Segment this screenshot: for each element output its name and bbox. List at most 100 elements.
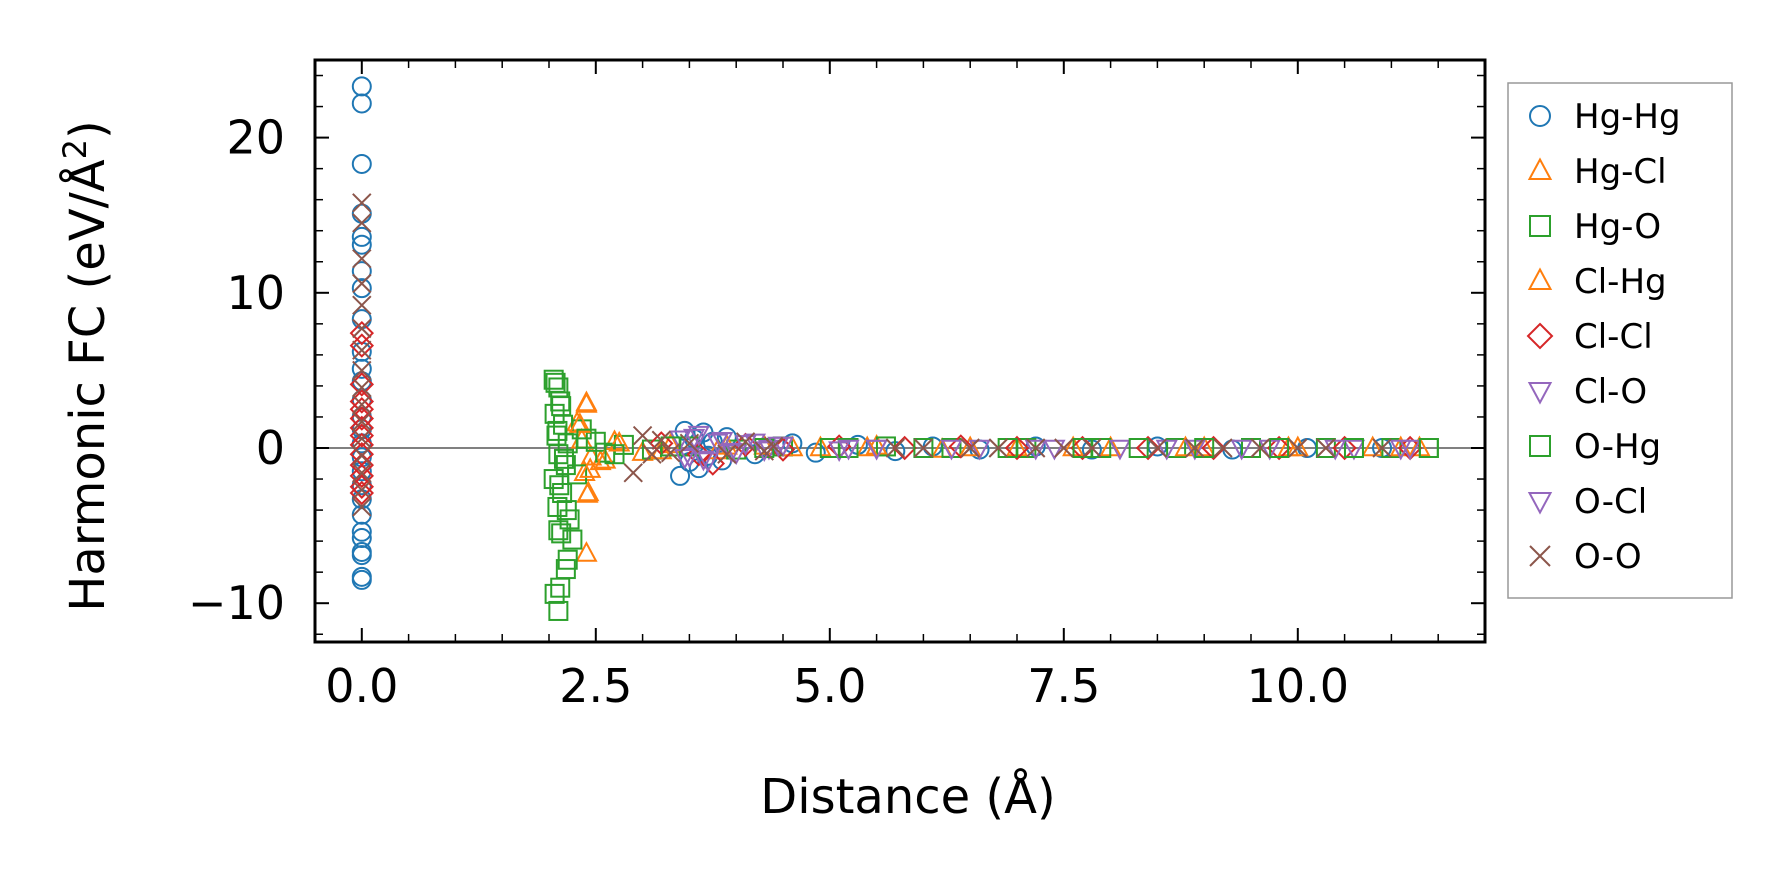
point-o-cl-2 bbox=[692, 450, 715, 472]
legend-label: O-O bbox=[1574, 537, 1642, 577]
legend-item: Cl-O bbox=[1527, 372, 1647, 412]
point-o-cl-1 bbox=[682, 428, 706, 450]
point-hg-hg-5 bbox=[351, 234, 372, 255]
point-o-hg-4 bbox=[549, 475, 570, 496]
point-o-o-21 bbox=[679, 433, 700, 454]
point-cl-cl-0 bbox=[349, 320, 375, 346]
point-hg-hg-21 bbox=[351, 521, 372, 542]
legend-marker-hg-cl bbox=[1527, 157, 1553, 180]
point-hg-o-20 bbox=[567, 464, 588, 485]
point-o-o-25 bbox=[763, 436, 784, 457]
legend-item: Cl-Hg bbox=[1527, 262, 1667, 302]
point-o-cl-14 bbox=[1324, 439, 1347, 461]
y-axis-label-main: Harmonic FC (eV/Å bbox=[59, 159, 116, 612]
point-o-o-17 bbox=[632, 425, 653, 446]
point-o-cl-9 bbox=[865, 439, 888, 461]
point-o-hg-3 bbox=[553, 448, 574, 469]
point-o-o-33 bbox=[1147, 438, 1168, 458]
point-cl-o-5 bbox=[725, 444, 748, 466]
point-cl-o-16 bbox=[1342, 439, 1366, 461]
x-tick-label: 0.0 bbox=[325, 659, 398, 713]
point-o-hg-17 bbox=[1269, 438, 1290, 458]
legend-item: Hg-Cl bbox=[1527, 152, 1667, 192]
point-cl-hg-9 bbox=[856, 435, 879, 457]
point-hg-hg-7 bbox=[351, 278, 372, 299]
point-o-hg-19 bbox=[1418, 438, 1439, 458]
point-o-hg-7 bbox=[576, 428, 597, 449]
legend-item: Hg-Hg bbox=[1529, 97, 1681, 137]
legend-label: Hg-Cl bbox=[1574, 152, 1667, 192]
point-hg-hg-2 bbox=[351, 153, 372, 174]
point-o-o-19 bbox=[651, 430, 672, 450]
point-cl-o-2 bbox=[687, 425, 710, 447]
point-o-cl-10 bbox=[968, 439, 991, 461]
point-hg-o-34 bbox=[1166, 438, 1187, 458]
point-o-cl-12 bbox=[1155, 439, 1178, 461]
y-axis-ticks: −10 0 10 20 bbox=[188, 111, 1485, 630]
point-cl-hg-0 bbox=[575, 390, 598, 412]
point-o-o-23 bbox=[735, 432, 756, 452]
point-cl-cl-22 bbox=[1004, 435, 1030, 461]
point-o-o-1 bbox=[352, 213, 372, 233]
point-cl-hg-4 bbox=[594, 447, 617, 469]
point-cl-o-3 bbox=[696, 452, 720, 473]
series-o-o bbox=[352, 193, 1392, 517]
point-hg-o-0 bbox=[543, 369, 564, 390]
point-o-hg-8 bbox=[604, 444, 625, 465]
y-tick-label: 20 bbox=[226, 111, 285, 165]
point-cl-hg-12 bbox=[1174, 435, 1197, 457]
legend-item: Cl-Cl bbox=[1526, 317, 1653, 357]
legend: Hg-Hg Hg-Cl Hg-O Cl-Hg Cl-Cl Cl-O O-Hg O-Cl O-O bbox=[1507, 82, 1733, 599]
point-o-hg-15 bbox=[1128, 438, 1149, 458]
legend-marker-o-cl bbox=[1527, 492, 1553, 515]
y-axis-label: Harmonic FC (eV/Å2) bbox=[56, 120, 116, 612]
point-cl-cl-20 bbox=[892, 435, 917, 461]
point-cl-o-11 bbox=[940, 439, 963, 461]
point-o-cl-4 bbox=[720, 442, 743, 464]
point-o-o-3 bbox=[352, 273, 372, 294]
point-hg-hg-10 bbox=[351, 358, 372, 379]
point-o-o-18 bbox=[642, 444, 662, 464]
point-o-o-12 bbox=[352, 446, 372, 466]
legend-marker-o-o bbox=[1529, 545, 1551, 567]
point-cl-hg-10 bbox=[959, 435, 982, 457]
legend-marker-cl-o bbox=[1527, 382, 1553, 405]
point-o-hg-18 bbox=[1343, 438, 1364, 458]
point-cl-cl-24 bbox=[1135, 435, 1161, 461]
y-tick-label: 0 bbox=[256, 421, 285, 475]
point-hg-cl-9 bbox=[631, 440, 654, 461]
point-o-o-32 bbox=[1082, 438, 1102, 458]
plot-area bbox=[313, 58, 1487, 644]
legend-marker-cl-cl bbox=[1526, 322, 1554, 350]
point-o-hg-2 bbox=[547, 420, 568, 441]
point-cl-o-13 bbox=[1108, 439, 1132, 461]
point-o-o-37 bbox=[1288, 438, 1308, 458]
point-o-o-13 bbox=[352, 463, 372, 483]
point-hg-o-17 bbox=[550, 577, 571, 598]
y-tick-label: −10 bbox=[188, 576, 285, 630]
point-o-o-11 bbox=[352, 428, 372, 449]
legend-label: Cl-Hg bbox=[1574, 262, 1667, 302]
point-o-o-34 bbox=[1185, 438, 1205, 458]
point-hg-cl-6 bbox=[575, 541, 598, 562]
point-o-o-22 bbox=[717, 444, 737, 464]
legend-item: O-Cl bbox=[1527, 482, 1647, 522]
point-o-o-28 bbox=[960, 438, 980, 458]
x-tick-label: 10.0 bbox=[1247, 659, 1349, 713]
legend-item: O-Hg bbox=[1529, 427, 1661, 467]
legend-label: Cl-O bbox=[1574, 372, 1647, 412]
point-o-o-26 bbox=[885, 438, 906, 458]
point-o-o-24 bbox=[754, 441, 774, 461]
point-hg-hg-24 bbox=[351, 545, 372, 566]
point-o-o-39 bbox=[1372, 438, 1392, 458]
point-o-o-5 bbox=[352, 318, 372, 339]
point-hg-cl-18 bbox=[1193, 435, 1216, 457]
point-o-o-7 bbox=[352, 360, 372, 381]
point-cl-cl-26 bbox=[1266, 435, 1292, 461]
point-cl-cl-23 bbox=[1070, 435, 1095, 461]
x-tick-label: 5.0 bbox=[793, 659, 866, 713]
point-o-o-14 bbox=[352, 480, 372, 500]
point-hg-o-27 bbox=[726, 439, 747, 460]
point-o-hg-9 bbox=[660, 436, 681, 457]
